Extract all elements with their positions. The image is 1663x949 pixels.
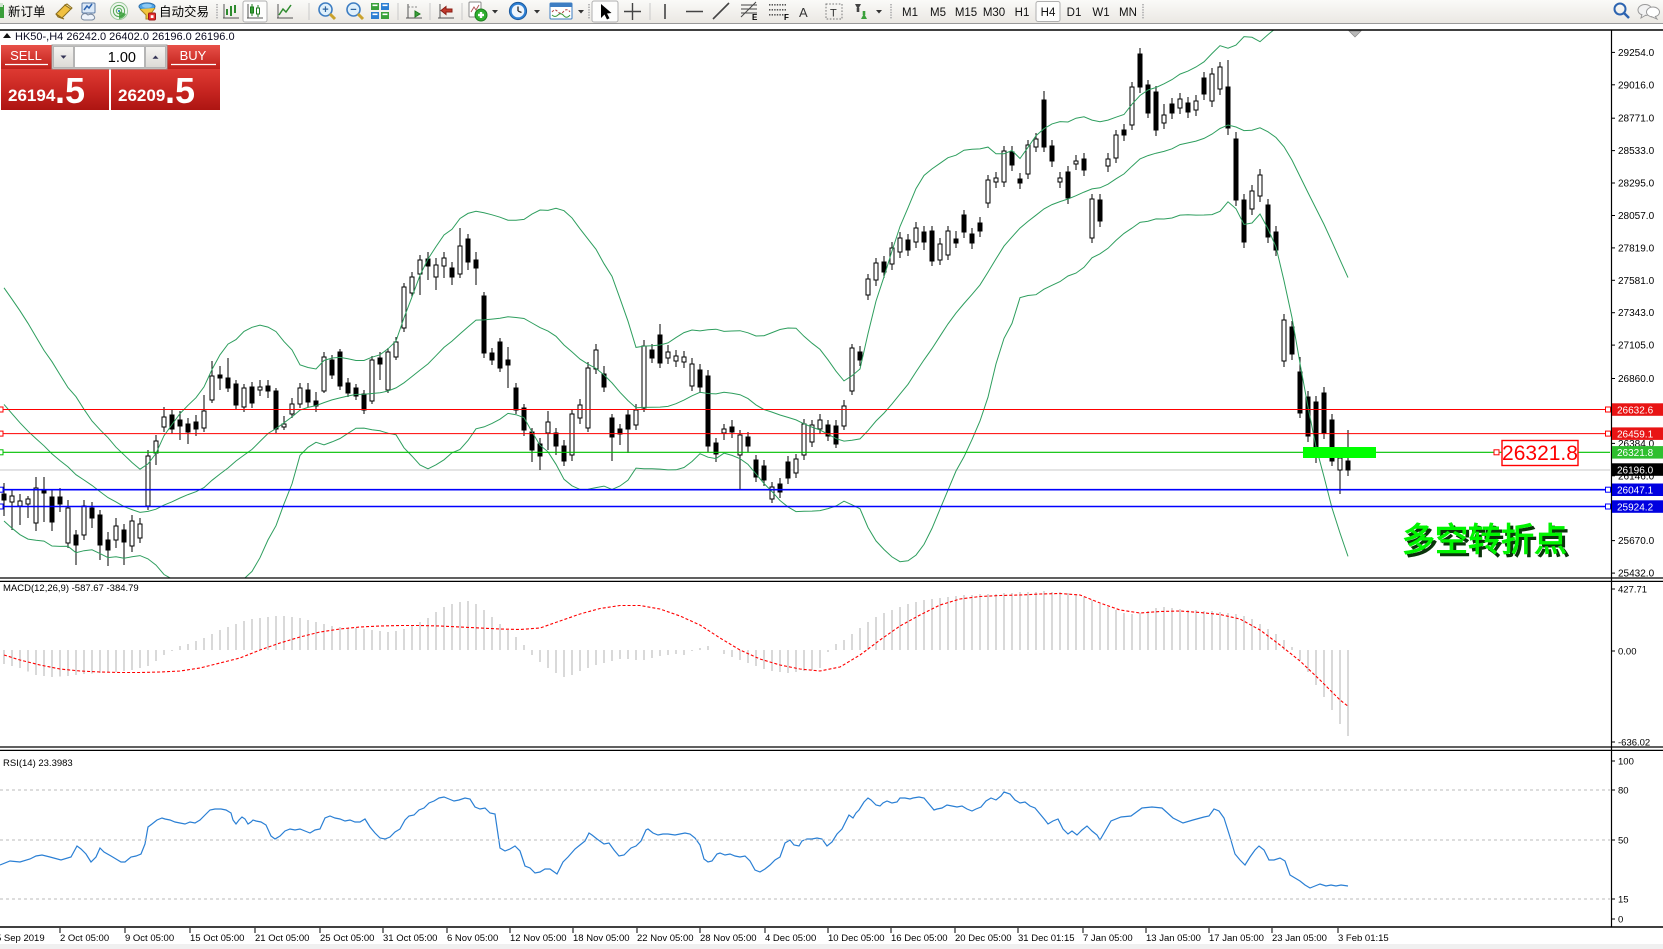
svg-text:15: 15 xyxy=(1618,895,1629,906)
svg-text:A: A xyxy=(799,5,808,20)
svg-text:25924.2: 25924.2 xyxy=(1617,502,1654,513)
svg-text:26146.0: 26146.0 xyxy=(1618,471,1655,482)
svg-text:17 Jan 05:00: 17 Jan 05:00 xyxy=(1209,933,1264,944)
svg-text:−: − xyxy=(350,4,356,16)
svg-text:2 Oct 05:00: 2 Oct 05:00 xyxy=(60,933,109,944)
svg-text:26384.0: 26384.0 xyxy=(1618,439,1655,450)
svg-text:6 Nov 05:00: 6 Nov 05:00 xyxy=(447,933,498,944)
svg-text:1.00: 1.00 xyxy=(108,50,136,66)
svg-text:M1: M1 xyxy=(902,7,918,19)
svg-text:M5: M5 xyxy=(930,7,946,19)
svg-text:18 Nov 05:00: 18 Nov 05:00 xyxy=(573,933,630,944)
svg-text:25670.0: 25670.0 xyxy=(1618,536,1655,547)
svg-text:9 Oct 05:00: 9 Oct 05:00 xyxy=(125,933,174,944)
svg-text:26632.6: 26632.6 xyxy=(1617,405,1654,416)
svg-text:26321.8: 26321.8 xyxy=(1617,448,1654,459)
svg-text:26047.1: 26047.1 xyxy=(1617,486,1654,497)
svg-text:新订单: 新订单 xyxy=(8,4,46,19)
svg-text:21 Oct 05:00: 21 Oct 05:00 xyxy=(255,933,309,944)
svg-text:HK50-,H4 26242.0 26402.0 2619: HK50-,H4 26242.0 26402.0 26196.0 26196.0 xyxy=(15,31,235,43)
svg-text:5 Sep 2019: 5 Sep 2019 xyxy=(0,933,45,944)
svg-text:25 Oct 05:00: 25 Oct 05:00 xyxy=(320,933,374,944)
svg-text:F: F xyxy=(784,13,789,22)
svg-text:80: 80 xyxy=(1618,786,1629,797)
svg-text:RSI(14) 23.3983: RSI(14) 23.3983 xyxy=(3,758,73,769)
svg-text:0.00: 0.00 xyxy=(1618,647,1637,658)
svg-text:28057.0: 28057.0 xyxy=(1618,211,1655,222)
svg-text:15 Oct 05:00: 15 Oct 05:00 xyxy=(190,933,244,944)
svg-text:26860.0: 26860.0 xyxy=(1618,374,1655,385)
svg-text:.5: .5 xyxy=(55,70,85,111)
svg-text:20 Dec 05:00: 20 Dec 05:00 xyxy=(955,933,1012,944)
svg-text:31 Dec 01:15: 31 Dec 01:15 xyxy=(1018,933,1075,944)
svg-text:29254.0: 29254.0 xyxy=(1618,48,1655,59)
svg-text:26459.1: 26459.1 xyxy=(1617,429,1654,440)
svg-text:BUY: BUY xyxy=(180,48,207,63)
svg-text:25432.0: 25432.0 xyxy=(1618,569,1655,580)
svg-text:MACD(12,26,9) -587.67 -384.79: MACD(12,26,9) -587.67 -384.79 xyxy=(3,583,139,594)
svg-text:自动交易: 自动交易 xyxy=(159,4,209,19)
svg-text:23 Jan 05:00: 23 Jan 05:00 xyxy=(1272,933,1327,944)
svg-text:D1: D1 xyxy=(1067,7,1082,19)
svg-text:.5: .5 xyxy=(165,70,195,111)
svg-text:多空转折点: 多空转折点 xyxy=(1402,521,1567,558)
svg-text:4 Dec 05:00: 4 Dec 05:00 xyxy=(765,933,816,944)
svg-text:0: 0 xyxy=(1618,915,1623,926)
svg-text:27343.0: 27343.0 xyxy=(1618,308,1655,319)
svg-text:27105.0: 27105.0 xyxy=(1618,341,1655,352)
svg-text:28295.0: 28295.0 xyxy=(1618,179,1655,190)
svg-text:16 Dec 05:00: 16 Dec 05:00 xyxy=(891,933,948,944)
svg-text:MN: MN xyxy=(1119,7,1137,19)
svg-text:427.71: 427.71 xyxy=(1618,585,1647,596)
svg-text:+: + xyxy=(322,4,328,16)
svg-text:H1: H1 xyxy=(1015,7,1030,19)
svg-text:31 Oct 05:00: 31 Oct 05:00 xyxy=(383,933,437,944)
svg-text:22 Nov 05:00: 22 Nov 05:00 xyxy=(637,933,694,944)
svg-text:T: T xyxy=(830,8,837,20)
svg-text:29016.0: 29016.0 xyxy=(1618,80,1655,91)
svg-text:27819.0: 27819.0 xyxy=(1618,243,1655,254)
svg-text:12 Nov 05:00: 12 Nov 05:00 xyxy=(510,933,567,944)
svg-text:100: 100 xyxy=(1618,757,1634,768)
svg-text:10 Dec 05:00: 10 Dec 05:00 xyxy=(828,933,885,944)
svg-text:50: 50 xyxy=(1618,836,1629,847)
svg-text:26196.0: 26196.0 xyxy=(1617,465,1654,476)
svg-text:13 Jan 05:00: 13 Jan 05:00 xyxy=(1146,933,1201,944)
svg-text:27581.0: 27581.0 xyxy=(1618,276,1655,287)
svg-text:26209: 26209 xyxy=(118,86,165,105)
svg-text:26194: 26194 xyxy=(8,86,56,105)
svg-text:28533.0: 28533.0 xyxy=(1618,146,1655,157)
svg-text:M30: M30 xyxy=(983,7,1005,19)
svg-text:26321.8: 26321.8 xyxy=(1502,442,1578,465)
svg-text:28771.0: 28771.0 xyxy=(1618,114,1655,125)
svg-text:7 Jan 05:00: 7 Jan 05:00 xyxy=(1083,933,1133,944)
svg-text:W1: W1 xyxy=(1092,7,1109,19)
svg-text:H4: H4 xyxy=(1041,7,1056,19)
svg-text:3 Feb 01:15: 3 Feb 01:15 xyxy=(1338,933,1389,944)
svg-text:-636.02: -636.02 xyxy=(1618,738,1650,749)
svg-text:28 Nov 05:00: 28 Nov 05:00 xyxy=(700,933,757,944)
svg-text:SELL: SELL xyxy=(10,48,42,63)
svg-text:E: E xyxy=(752,13,758,22)
svg-text:M15: M15 xyxy=(955,7,977,19)
